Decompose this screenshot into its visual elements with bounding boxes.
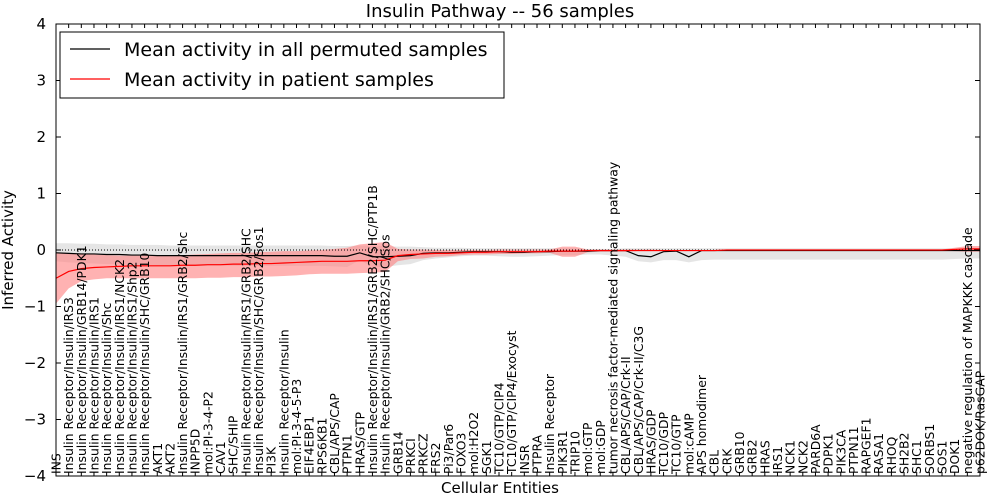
x-tick-label: SHC/SHIP <box>226 415 241 474</box>
x-tick-label: HRAS/GDP <box>643 409 658 474</box>
x-tick-label: mol:GDP <box>593 420 608 474</box>
x-tick-label: PRKCI <box>403 438 418 474</box>
chart-title: Insulin Pathway -- 56 samples <box>366 1 634 22</box>
legend: Mean activity in all permuted samples Me… <box>59 31 505 99</box>
x-tick-label: INSR <box>517 444 532 474</box>
x-tick-label: AKT2 <box>162 443 177 474</box>
x-tick-label: Pi3/Par6 <box>441 424 456 474</box>
x-tick-label: PRKCZ <box>416 433 431 474</box>
x-tick-label: GRB14 <box>390 431 405 474</box>
x-tick-label: APS homodimer <box>694 374 709 474</box>
y-tick-label: −3 <box>24 411 46 429</box>
x-tick-label: TRIP10 <box>567 431 582 475</box>
y-tick-label: 0 <box>36 241 46 259</box>
x-tick-label: negative regulation of MAPKKK cascade <box>960 227 975 474</box>
x-tick-label: CBL/APS/CAP <box>327 393 342 474</box>
x-tick-label: Insulin Receptor/Insulin <box>276 329 291 474</box>
x-tick-label: RPS6KB1 <box>314 418 329 474</box>
x-tick-label: Insulin Receptor/Insulin/IRS1/NCK2 <box>112 259 127 474</box>
x-tick-label: SHC1 <box>909 440 924 474</box>
x-tick-label: Insulin Receptor/Insulin/SHC/GRB10 <box>137 252 152 474</box>
y-tick-label: 1 <box>36 185 46 203</box>
x-tick-label: SH2B2 <box>897 433 912 474</box>
x-tick-label: FOXO3 <box>454 433 469 474</box>
x-tick-label: CRK <box>719 448 734 474</box>
x-tick-label: AKT1 <box>150 443 165 474</box>
series-lines <box>55 248 980 279</box>
x-tick-label: CBL/APS/CAP/Crk-II/C3G <box>631 326 646 474</box>
confidence-bands <box>56 242 980 304</box>
x-tick-label: SGK1 <box>479 441 494 474</box>
y-tick-label: 2 <box>36 128 46 146</box>
x-tick-label: PDPK1 <box>821 434 836 475</box>
x-tick-label: Insulin Receptor/Insulin/Shc <box>99 302 114 474</box>
patient-band <box>56 242 980 304</box>
x-tick-label: GRB10 <box>732 431 747 474</box>
x-tick-label: INPP5D <box>188 429 203 474</box>
x-tick-label: TC10/GTP/CIP4/Exocyst <box>504 330 519 475</box>
x-tick-label: PTPN11 <box>846 426 861 474</box>
x-tick-label: RAPGEF1 <box>859 417 874 474</box>
legend-label-patient: Mean activity in patient samples <box>124 69 434 91</box>
x-tick-label: Insulin Receptor/Insulin/IRS1 <box>86 297 101 474</box>
x-tick-label: Insulin Receptor/Insulin/GRB14/PDK1 <box>74 245 89 474</box>
y-axis-title: Inferred Activity <box>0 190 17 310</box>
x-tick-label: Insulin Receptor/Insulin/IRS1/GRB2/SHC/P… <box>365 185 380 474</box>
y-axis-ticks: −4 −3 −2 −1 0 1 2 3 4 <box>24 15 980 485</box>
x-tick-label: HRAS <box>757 440 772 474</box>
legend-label-permuted: Mean activity in all permuted samples <box>124 39 487 61</box>
x-tick-label: Insulin Receptor/Insulin/IRS3 <box>61 297 76 474</box>
x-tick-label: HRAS/GTP <box>352 411 367 474</box>
y-tick-label: −2 <box>24 354 46 372</box>
x-tick-label: RASA1 <box>871 433 886 474</box>
y-tick-label: 3 <box>36 72 46 90</box>
x-tick-label: mol:PI-3-4-5-P3 <box>289 379 304 474</box>
x-tick-label: Insulin Receptor/Insulin/GRB2/SHC/Sos <box>378 234 393 474</box>
x-tick-label: NCK2 <box>795 440 810 474</box>
x-tick-label: SOS1 <box>935 441 950 474</box>
x-tick-label: CBL/APS/CAP/Crk-II <box>618 356 633 474</box>
x-tick-label: CBL <box>707 450 722 474</box>
x-tick-label: PARD6A <box>808 424 823 474</box>
x-tick-label: PTPRA <box>529 434 544 474</box>
x-tick-label: TC10/GTP/CIP4 <box>492 382 507 475</box>
x-tick-label: mol:PI-3-4-P2 <box>200 391 215 474</box>
x-tick-label: mol:GTP <box>580 422 595 474</box>
x-tick-label: NCK1 <box>783 440 798 474</box>
x-tick-label: mol:cAMP <box>681 413 696 474</box>
y-tick-label: 4 <box>36 15 46 33</box>
x-tick-label: PIK3R1 <box>555 430 570 474</box>
x-tick-label: CAV1 <box>213 441 228 474</box>
y-tick-label: −4 <box>24 467 46 485</box>
x-tick-label: Insulin Receptor/Insulin/IRS1/GRB2/Shc <box>175 231 190 474</box>
x-tick-label: Insulin Receptor/Insulin/SHC/GRB2/Sos1 <box>251 227 266 474</box>
x-tick-label: Insulin Receptor/Insulin/IRS1/Shp2 <box>124 261 139 474</box>
x-tick-label: PTPN1 <box>340 434 355 474</box>
x-tick-label: TC10/GDP <box>656 411 671 475</box>
x-tick-label: mol:H2O2 <box>466 412 481 474</box>
x-tick-label: FRS2 <box>428 443 443 475</box>
x-tick-label: tumor necrosis factor-mediated signaling… <box>605 162 620 474</box>
x-tick-label: DOK1 <box>947 439 962 474</box>
x-axis-title: Cellular Entities <box>441 479 559 497</box>
x-tick-label: IRS1 <box>770 446 785 474</box>
x-tick-label: Insulin Receptor/Insulin/IRS1/GRB2/SHC <box>238 228 253 474</box>
x-tick-label: PIK3CA <box>833 429 848 474</box>
x-tick-label: RHOQ <box>884 436 899 474</box>
x-tick-label: Insulin Receptor <box>542 373 557 474</box>
legend-box <box>59 31 505 99</box>
x-tick-label: TC10/GTP <box>669 414 684 475</box>
plot-frame <box>55 23 981 477</box>
x-tick-label: EIF4EBP1 <box>302 416 317 474</box>
x-tick-label: SORBS1 <box>922 424 937 474</box>
y-tick-label: −1 <box>24 298 46 316</box>
x-tick-label: GRB2 <box>745 439 760 474</box>
x-tick-label: PI3K <box>264 446 279 474</box>
patient-mean-line <box>55 248 980 279</box>
